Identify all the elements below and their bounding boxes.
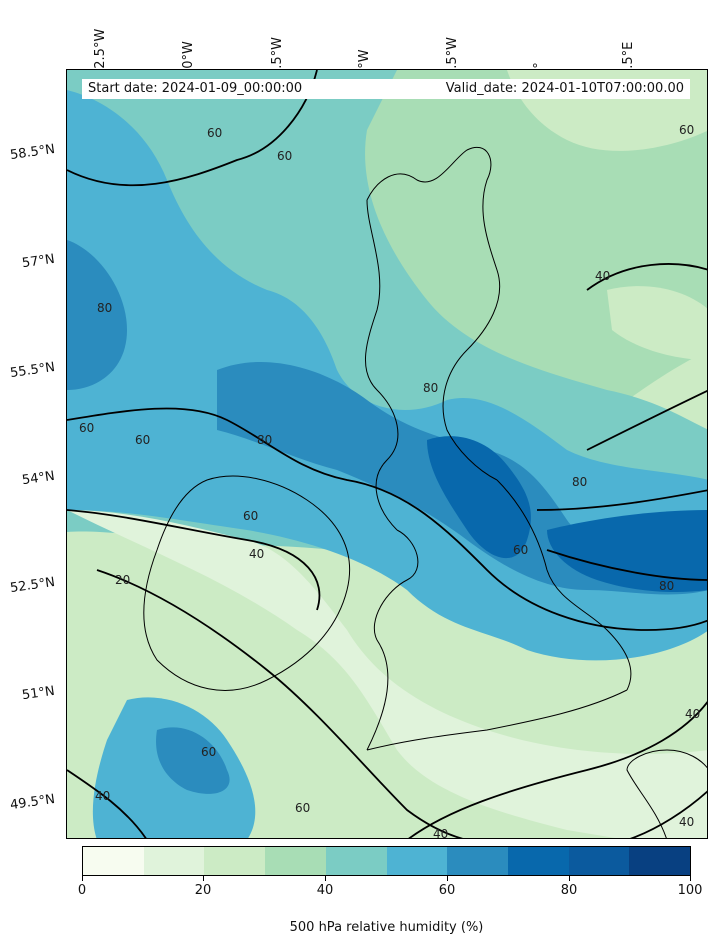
coastline-england-west xyxy=(364,199,399,531)
fill-10-20-south xyxy=(67,510,707,838)
contour-label-40-e: 40 xyxy=(685,707,700,721)
contour-40-southeast xyxy=(408,701,707,838)
contour-40-south xyxy=(67,509,321,611)
colorbar-label-20: 20 xyxy=(194,883,212,898)
contour-label-40-a: 40 xyxy=(595,269,610,283)
coastline xyxy=(143,146,707,838)
coastline-france xyxy=(626,749,707,838)
contour-label-40-b: 40 xyxy=(249,547,264,561)
fill-70-80-west xyxy=(67,240,127,390)
lat-label-51n: 51°N xyxy=(21,683,56,704)
contour-40-east xyxy=(586,263,707,291)
colorbar-label-0: 0 xyxy=(77,883,87,898)
contour-label-60-c: 60 xyxy=(679,123,694,137)
contour-label-80-d: 80 xyxy=(572,475,587,489)
valid-date-label: Valid_date: 2024-01-10T07:00:00.00 xyxy=(445,81,684,96)
contour-label-40-f: 40 xyxy=(679,815,694,829)
colorbar-label-80: 80 xyxy=(560,883,578,898)
lat-label-57n: 57°N xyxy=(21,251,56,272)
start-date-label: Start date: 2024-01-09_00:00:00 xyxy=(88,81,303,96)
colorbar-tick-40 xyxy=(325,876,326,881)
contour-label-60-a: 60 xyxy=(207,126,222,140)
contour-40-east-lower xyxy=(586,389,707,451)
contour-label-60-e: 60 xyxy=(135,433,150,447)
contour-label-80-e: 80 xyxy=(659,579,674,593)
humidity-map: 60 60 80 40 60 60 60 80 80 80 60 40 60 8… xyxy=(66,69,708,839)
lat-label-58-5n: 58.5°N xyxy=(9,141,56,164)
fill-80-90-core xyxy=(427,436,531,559)
colorbar-label-60: 60 xyxy=(438,883,456,898)
colorbar-segment-4 xyxy=(325,847,387,875)
contour-label-60-i: 60 xyxy=(295,801,310,815)
lat-label-54n: 54°N xyxy=(21,468,56,489)
lat-label-49-5n: 49.5°N xyxy=(9,791,56,814)
colorbar-tick-60 xyxy=(447,876,448,881)
coastline-england-south xyxy=(366,689,628,751)
colorbar-title: 500 hPa relative humidity (%) xyxy=(289,920,484,935)
contour-label-20: 20 xyxy=(115,573,130,587)
contour-label-80-c: 80 xyxy=(423,381,438,395)
contour-label-60-b: 60 xyxy=(277,149,292,163)
contour-label-40-d: 40 xyxy=(433,827,448,839)
date-info-bar: Start date: 2024-01-09_00:00:00 Valid_da… xyxy=(82,79,690,99)
lat-label-55-5n: 55.5°N xyxy=(9,359,56,382)
colorbar-tick-0 xyxy=(82,876,83,881)
fill-70-80-sw xyxy=(156,727,230,794)
map-canvas: 60 60 80 40 60 60 60 80 80 80 60 40 60 8… xyxy=(67,70,707,839)
colorbar xyxy=(82,846,691,876)
contour-60-central xyxy=(67,407,707,631)
contour-80-east xyxy=(546,549,707,581)
contour-label-60-f: 60 xyxy=(243,509,258,523)
colorbar-label-100: 100 xyxy=(677,883,703,898)
colorbar-segment-0 xyxy=(83,847,144,875)
contour-40-southeast2 xyxy=(629,790,707,838)
coastline-scotland xyxy=(366,146,501,481)
contour-label-40-c: 40 xyxy=(95,789,110,803)
contour-40-sw xyxy=(67,769,147,838)
colorbar-segment-6 xyxy=(447,847,508,875)
contour-label-60-h: 60 xyxy=(201,745,216,759)
contour-label-60-d: 60 xyxy=(79,421,94,435)
colorbar-tick-80 xyxy=(569,876,570,881)
contour-label-80-a: 80 xyxy=(97,301,112,315)
contour-label-60-g: 60 xyxy=(513,543,528,557)
contour-label-80-b: 80 xyxy=(257,433,272,447)
contour-lines xyxy=(67,70,707,838)
colorbar-label-40: 40 xyxy=(316,883,334,898)
coastline-wales xyxy=(366,529,419,751)
coastline-england-east xyxy=(496,479,632,691)
lat-label-52-5n: 52.5°N xyxy=(9,574,56,597)
colorbar-tick-20 xyxy=(203,876,204,881)
fill-80-90-east xyxy=(547,510,707,592)
contour-60-north xyxy=(67,70,318,187)
coastline-ireland xyxy=(143,475,351,691)
colorbar-segment-3 xyxy=(265,847,326,875)
colorbar-segment-2 xyxy=(204,847,266,875)
colorbar-segment-1 xyxy=(143,847,205,875)
colorbar-segment-9 xyxy=(629,847,691,875)
contour-20-south xyxy=(96,569,464,838)
colorbar-segment-8 xyxy=(568,847,630,875)
contour-60-east xyxy=(536,489,707,511)
colorbar-tick-100 xyxy=(690,876,691,881)
colorbar-segment-5 xyxy=(386,847,448,875)
fill-30-40-east xyxy=(607,286,707,360)
colorbar-segment-7 xyxy=(507,847,569,875)
